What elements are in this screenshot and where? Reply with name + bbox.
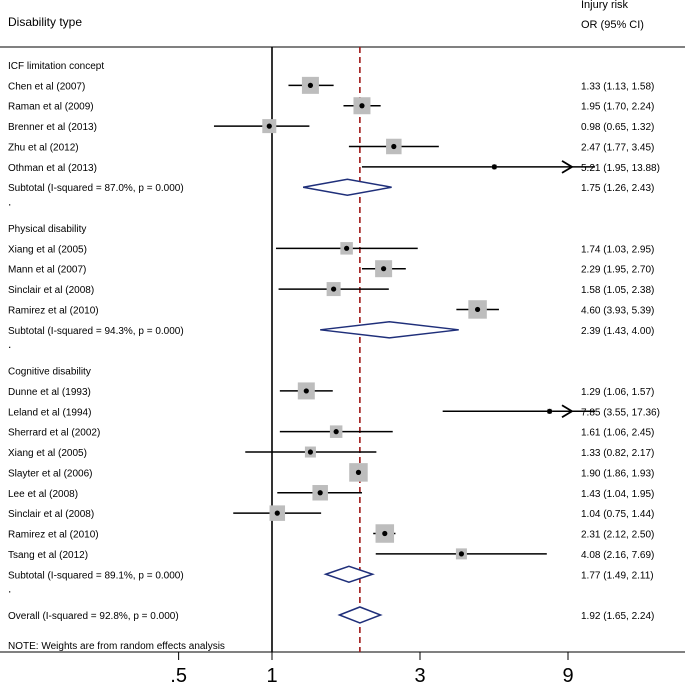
ci-value: 1.77 (1.49, 2.11) (581, 570, 654, 581)
study-label: Sinclair et al (2008) (8, 509, 94, 520)
point-estimate (355, 469, 362, 475)
ci-value: 1.33 (0.82, 2.17) (581, 448, 654, 459)
overall-label: Overall (I-squared = 92.8%, p = 0.000) (8, 611, 179, 622)
group-label: Cognitive disability (8, 367, 91, 378)
point-estimate (458, 551, 465, 557)
header-disability-type: Disability type (8, 15, 82, 29)
subtotal-diamond (320, 321, 459, 339)
ci-value: 1.61 (1.06, 2.45) (581, 428, 654, 439)
point-estimate (307, 82, 314, 88)
study-label: Lee et al (2008) (8, 489, 78, 500)
ci-value: 2.47 (1.77, 3.45) (581, 142, 654, 153)
ci-value: 5.21 (1.95, 13.88) (581, 163, 660, 174)
ci-value: 1.58 (1.05, 2.38) (581, 285, 654, 296)
study-label: Xiang et al (2005) (8, 244, 87, 255)
point-estimate (474, 306, 481, 313)
point-estimate (391, 143, 397, 150)
study-label: Leland et al (1994) (8, 407, 91, 418)
point-estimate (317, 490, 323, 496)
point-estimate (307, 449, 314, 455)
ci-value: 1.33 (1.13, 1.58) (581, 81, 654, 92)
study-label: Dunne et al (1993) (8, 387, 91, 398)
ci-arrow (561, 160, 574, 174)
ci-value: 2.31 (2.12, 2.50) (581, 530, 654, 541)
study-label: Ramirez et al (2010) (8, 305, 99, 316)
separator-dot: . (8, 195, 11, 209)
ci-value: 1.29 (1.06, 1.57) (581, 387, 654, 398)
ci-value: 1.90 (1.86, 1.93) (581, 468, 654, 479)
header-injury-risk: Injury risk (581, 0, 629, 11)
separator-dot: . (8, 337, 11, 351)
ci-value: 2.29 (1.95, 2.70) (581, 265, 654, 276)
ci-value: 4.08 (2.16, 7.69) (581, 550, 654, 561)
point-estimate (381, 266, 387, 272)
weights-note: NOTE: Weights are from random effects an… (8, 641, 225, 652)
separator-dot: . (8, 582, 11, 596)
group-label: ICF limitation concept (8, 61, 104, 72)
study-label: Chen et al (2007) (8, 81, 85, 92)
point-estimate (382, 530, 388, 537)
point-estimate (331, 286, 337, 292)
ci-value: 2.39 (1.43, 4.00) (581, 326, 654, 337)
study-label: Mann et al (2007) (8, 265, 86, 276)
ci-arrow (561, 404, 574, 419)
study-label: Tsang et al (2012) (8, 550, 88, 561)
study-label: Zhu et al (2012) (8, 142, 79, 153)
ci-value: 1.95 (1.70, 2.24) (581, 102, 654, 113)
ci-value: 7.85 (3.55, 17.36) (581, 407, 660, 418)
ci-value: 1.92 (1.65, 2.24) (581, 611, 654, 622)
point-estimate (333, 429, 339, 435)
study-label: Xiang et al (2005) (8, 448, 87, 459)
study-label: Othman et al (2013) (8, 163, 97, 174)
ci-value: 1.74 (1.03, 2.95) (581, 244, 654, 255)
point-estimate (274, 510, 280, 516)
x-tick-label: 1 (266, 665, 277, 687)
subtotal-label: Subtotal (I-squared = 89.1%, p = 0.000) (8, 570, 184, 581)
x-tick-label: 9 (562, 665, 573, 687)
study-label: Raman et al (2009) (8, 102, 94, 113)
study-label: Slayter et al (2006) (8, 468, 93, 479)
subtotal-label: Subtotal (I-squared = 94.3%, p = 0.000) (8, 326, 184, 337)
ci-value: 1.43 (1.04, 1.95) (581, 489, 654, 500)
point-estimate (359, 103, 365, 109)
ci-value: 1.75 (1.26, 2.43) (581, 183, 654, 194)
subtotal-diamond (323, 565, 375, 584)
ci-value: 0.98 (0.65, 1.32) (581, 122, 654, 133)
ci-value: 1.04 (0.75, 1.44) (581, 509, 654, 520)
overall-diamond (337, 606, 383, 624)
point-estimate (491, 164, 497, 170)
subtotal-label: Subtotal (I-squared = 87.0%, p = 0.000) (8, 183, 184, 194)
group-label: Physical disability (8, 224, 86, 235)
x-tick-label: 3 (414, 665, 425, 687)
ci-value: 4.60 (3.93, 5.39) (581, 305, 654, 316)
study-label: Brenner et al (2013) (8, 122, 97, 133)
study-label: Ramirez et al (2010) (8, 530, 99, 541)
point-estimate (303, 388, 309, 394)
study-label: Sherrard et al (2002) (8, 428, 100, 439)
x-tick-label: .5 (170, 665, 187, 687)
point-estimate (344, 245, 350, 251)
header-or-ci: OR (95% CI) (581, 19, 644, 31)
point-estimate (546, 408, 553, 414)
point-estimate (266, 123, 272, 129)
study-label: Sinclair et al (2008) (8, 285, 94, 296)
subtotal-diamond (303, 178, 392, 196)
